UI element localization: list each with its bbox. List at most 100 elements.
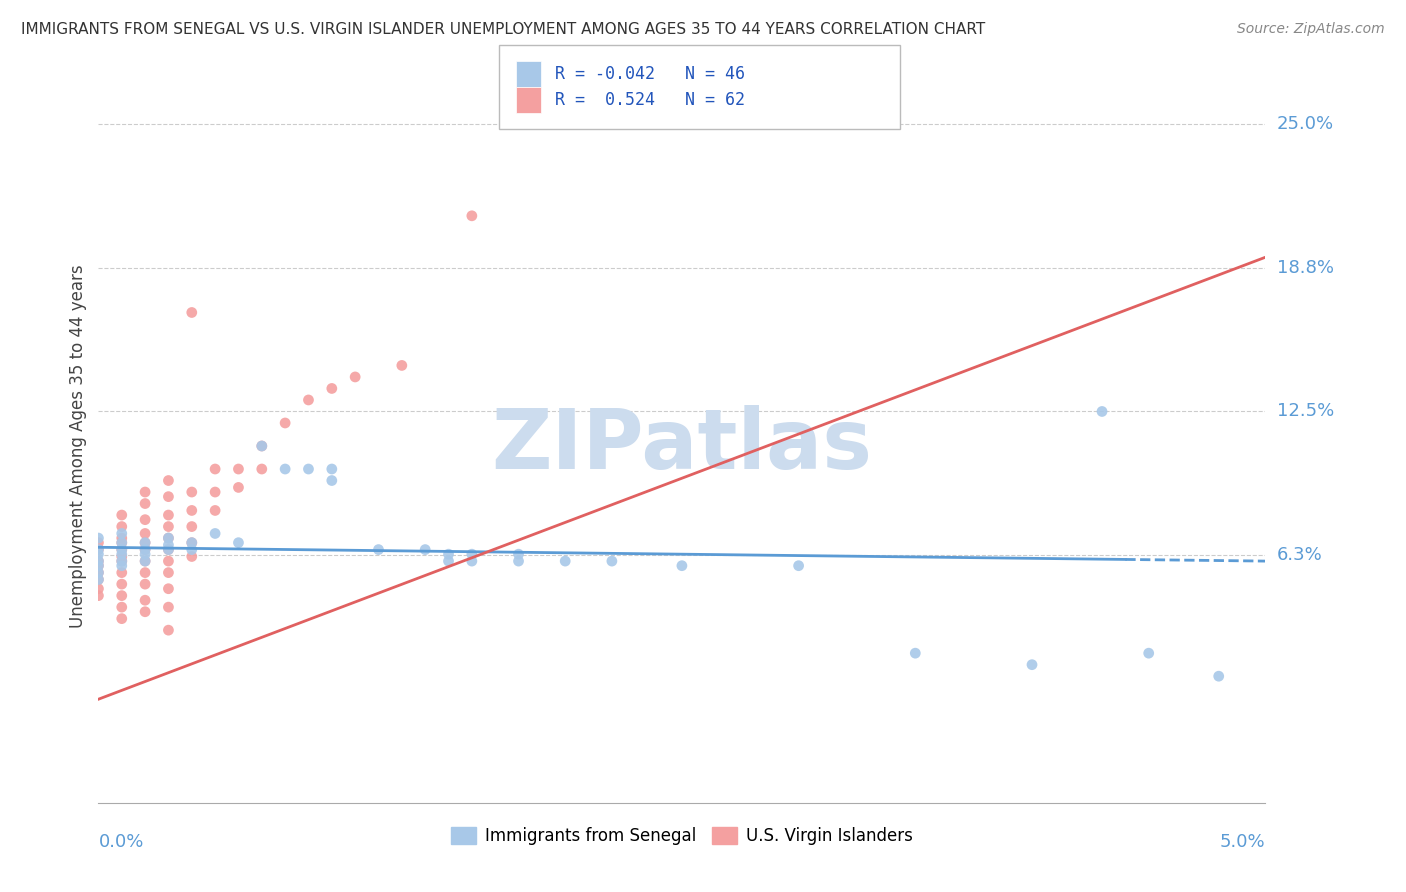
Point [134,535,156,549]
Point [204,503,226,517]
Point [87,566,110,580]
Point [87,531,110,545]
Point [180,519,202,533]
Point [321,381,343,395]
Point [111,612,134,626]
Point [1021,657,1043,672]
Point [87,558,110,573]
Point [111,508,134,522]
Point [157,531,180,545]
Point [157,600,180,615]
Point [157,542,180,557]
Point [111,547,134,561]
Point [228,535,250,549]
Point [344,370,367,384]
Point [228,462,250,476]
Point [204,462,226,476]
Point [134,535,156,549]
Point [111,535,134,549]
Point [87,542,110,557]
Point [87,542,110,557]
Point [1091,404,1114,418]
Point [180,535,202,549]
Point [87,589,110,603]
Text: R = -0.042   N = 46: R = -0.042 N = 46 [555,65,745,83]
Point [157,538,180,552]
Point [134,497,156,511]
Point [134,554,156,568]
Point [111,542,134,557]
Y-axis label: Unemployment Among Ages 35 to 44 years: Unemployment Among Ages 35 to 44 years [69,264,87,628]
Point [297,392,319,407]
Point [228,480,250,494]
Text: IMMIGRANTS FROM SENEGAL VS U.S. VIRGIN ISLANDER UNEMPLOYMENT AMONG AGES 35 TO 44: IMMIGRANTS FROM SENEGAL VS U.S. VIRGIN I… [21,22,986,37]
Point [204,526,226,541]
Point [554,554,576,568]
Point [391,359,413,373]
Point [134,593,156,607]
Point [87,547,110,561]
Point [274,416,297,430]
Point [367,542,389,557]
Text: 12.5%: 12.5% [1277,402,1334,420]
Point [87,566,110,580]
Point [111,600,134,615]
Point [87,535,110,549]
Point [508,554,530,568]
Point [111,519,134,533]
Point [461,209,484,223]
Point [204,485,226,500]
Point [157,566,180,580]
Point [111,589,134,603]
Text: 25.0%: 25.0% [1277,115,1334,133]
Text: 6.3%: 6.3% [1277,546,1322,565]
Point [157,490,180,504]
Text: 5.0%: 5.0% [1220,833,1265,851]
Point [134,485,156,500]
Point [250,439,273,453]
Legend: Immigrants from Senegal, U.S. Virgin Islanders: Immigrants from Senegal, U.S. Virgin Isl… [444,820,920,852]
Point [1137,646,1160,660]
Point [180,542,202,557]
Point [274,462,297,476]
Point [461,547,484,561]
Point [111,526,134,541]
Point [134,513,156,527]
Point [904,646,927,660]
Point [157,554,180,568]
Text: 0.0%: 0.0% [98,833,143,851]
Point [461,554,484,568]
Point [671,558,693,573]
Point [787,558,810,573]
Point [134,577,156,591]
Point [250,439,273,453]
Point [111,554,134,568]
Point [413,542,436,557]
Point [508,547,530,561]
Point [111,558,134,573]
Point [180,503,202,517]
Point [1208,669,1230,683]
Point [437,554,460,568]
Text: 18.8%: 18.8% [1277,259,1333,277]
Point [111,554,134,568]
Point [134,605,156,619]
Point [134,547,156,561]
Point [157,474,180,488]
Point [321,474,343,488]
Text: Source: ZipAtlas.com: Source: ZipAtlas.com [1237,22,1385,37]
Point [111,542,134,557]
Point [157,542,180,557]
Point [157,531,180,545]
Point [87,554,110,568]
Point [87,558,110,573]
Text: ZIPatlas: ZIPatlas [492,406,872,486]
Point [180,535,202,549]
Point [87,582,110,596]
Point [111,566,134,580]
Point [134,554,156,568]
Point [111,549,134,564]
Point [134,526,156,541]
Point [87,554,110,568]
Point [87,573,110,587]
